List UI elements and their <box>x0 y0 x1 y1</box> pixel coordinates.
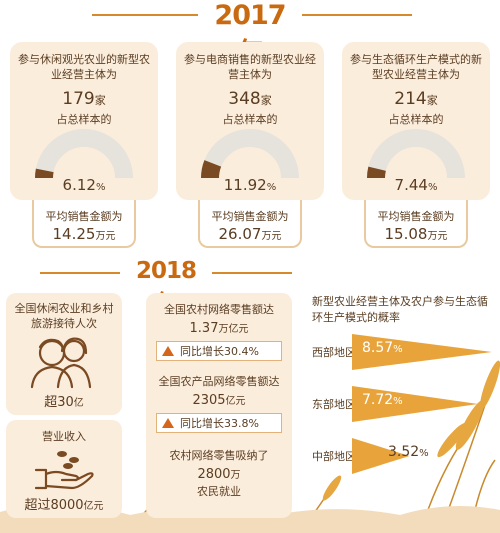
header-rule-right <box>302 14 412 16</box>
header-rule-left <box>92 14 198 16</box>
avg-sales-value: 15.08万元 <box>384 225 448 243</box>
region-triangle-shape <box>352 386 479 422</box>
gauge-fill <box>367 166 386 179</box>
field-ground <box>0 504 500 533</box>
leisure-visitors-desc: 全国休闲农业和乡村旅游接待人次 <box>14 302 114 330</box>
card-share-label: 占总样本的 <box>222 113 278 126</box>
agri-retail-growth-badge: 同比增长33.8% <box>156 413 282 433</box>
share-gauge <box>35 129 133 179</box>
year-2018-header: 2018年 <box>40 258 292 317</box>
online-retail-panel: 全国农村网络零售额达 1.37万亿元 同比增长30.4% 全国农产品网络零售额达… <box>146 293 292 518</box>
agri-retail-label: 全国农产品网络零售额达 <box>158 375 280 388</box>
region-name-central: 中部地区 <box>312 450 356 463</box>
gauge-fill <box>201 160 222 179</box>
avg-sales-leisure: 平均销售金额为 14.25万元 <box>32 200 136 248</box>
card-share-label: 占总样本的 <box>56 113 112 126</box>
people-icon <box>30 337 92 389</box>
share-gauge <box>367 129 465 179</box>
rural-retail-growth: 同比增长30.4% <box>180 345 259 358</box>
hand-coins-icon <box>34 451 94 490</box>
agri-retail-growth: 同比增长33.8% <box>180 417 259 430</box>
card-percent: 7.44% <box>394 176 438 194</box>
card-percent: 6.12% <box>62 176 106 194</box>
rural-retail-value: 1.37万亿元 <box>189 321 249 336</box>
avg-sales-label: 平均销售金额为 <box>377 210 455 223</box>
gauge-fill <box>35 168 54 179</box>
up-triangle-icon <box>162 346 174 356</box>
region-triangle <box>352 334 492 370</box>
region-name-east: 东部地区 <box>312 398 356 411</box>
gauge-track <box>367 129 465 179</box>
revenue-desc: 营业收入 <box>42 430 86 443</box>
regions-title: 新型农业经营主体及农户参与生态循环生产模式的概率 <box>312 295 488 324</box>
employment-suffix: 农民就业 <box>197 485 241 498</box>
region-value-central: 3.52% <box>388 444 429 460</box>
avg-sales-label: 平均销售金额为 <box>45 210 123 223</box>
avg-sales-eco-cycle: 平均销售金额为 15.08万元 <box>364 200 468 248</box>
card-desc: 参与休闲观光农业的新型农业经营主体为 <box>18 53 150 81</box>
card-share-label: 占总样本的 <box>388 113 444 126</box>
agri-retail-value: 2305亿元 <box>192 393 246 408</box>
leisure-visitors-panel: 全国休闲农业和乡村旅游接待人次 超30亿 <box>6 293 122 415</box>
leisure-visitors-value: 超30亿 <box>44 395 84 410</box>
revenue-panel: 营业收入 超过8000亿元 <box>6 420 122 518</box>
avg-sales-ecommerce: 平均销售金额为 26.07万元 <box>198 200 302 248</box>
up-triangle-icon <box>162 418 174 428</box>
card-desc: 参与生态循环生产模式的新型农业经营主体为 <box>350 53 482 81</box>
header-rule-right <box>212 272 292 274</box>
region-triangle-shape <box>352 438 410 474</box>
employment-label: 农村网络零售吸纳了 <box>169 449 269 462</box>
avg-sales-value: 14.25万元 <box>52 225 116 243</box>
rural-retail-label: 全国农村网络零售额达 <box>164 303 274 316</box>
avg-sales-value: 26.07万元 <box>218 225 282 243</box>
card-count: 179家 <box>62 89 106 109</box>
region-triangle <box>352 386 479 422</box>
card-leisure-tourism: 参与休闲观光农业的新型农业经营主体为 179家 占总样本的 6.12% <box>10 42 158 200</box>
card-eco-cycle: 参与生态循环生产模式的新型农业经营主体为 214家 占总样本的 7.44% <box>342 42 490 200</box>
card-count: 348家 <box>228 89 272 109</box>
region-name-west: 西部地区 <box>312 346 356 359</box>
region-value-west: 8.57% <box>362 340 403 356</box>
header-rule-left <box>40 272 120 274</box>
rural-retail-growth-badge: 同比增长30.4% <box>156 341 282 361</box>
employment-value: 2800万 <box>197 467 241 482</box>
card-ecommerce: 参与电商销售的新型农业经营主体为 348家 占总样本的 11.92% <box>176 42 324 200</box>
card-count: 214家 <box>394 89 438 109</box>
card-desc: 参与电商销售的新型农业经营主体为 <box>184 53 316 81</box>
card-percent: 11.92% <box>223 176 277 194</box>
share-gauge <box>201 129 299 179</box>
avg-sales-label: 平均销售金额为 <box>211 210 289 223</box>
revenue-value: 超过8000亿元 <box>24 498 104 513</box>
gauge-track <box>35 129 133 179</box>
region-triangle <box>352 438 410 474</box>
region-value-east: 7.72% <box>362 392 403 408</box>
gauge-track <box>201 129 299 179</box>
region-triangle-shape <box>352 334 492 370</box>
